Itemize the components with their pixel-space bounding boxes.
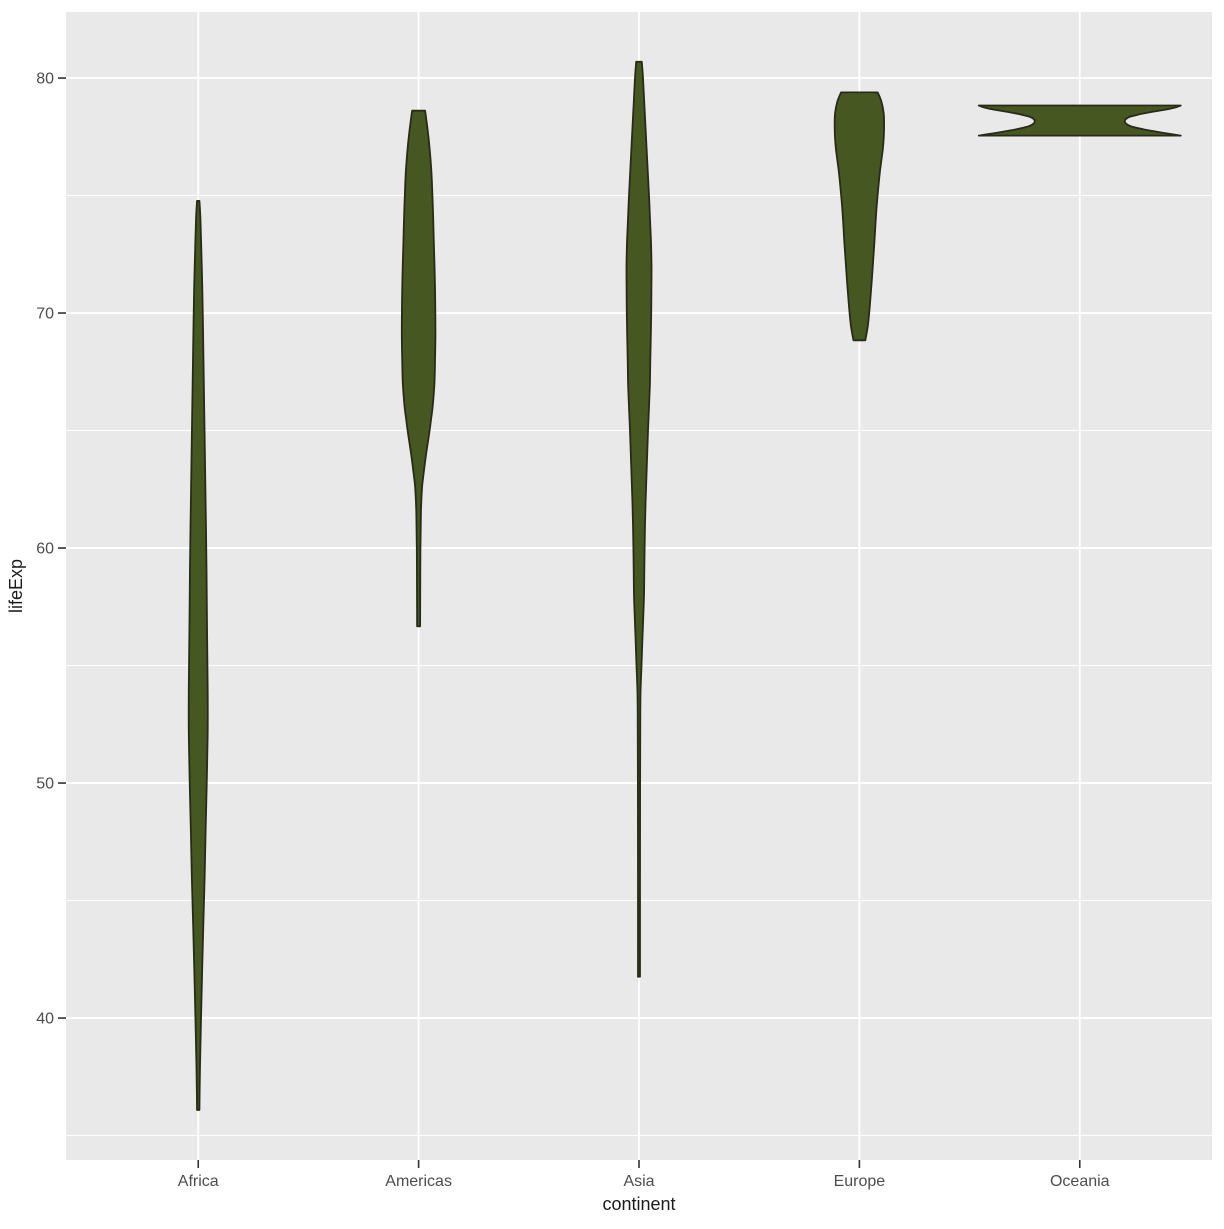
y-tick-label: 40: [36, 1011, 54, 1028]
violins: [187, 60, 1182, 1111]
y-tick-label: 70: [36, 306, 54, 323]
violin-africa: [187, 200, 209, 1111]
x-tick-label-europe: Europe: [834, 1173, 886, 1190]
y-tick-label: 60: [36, 541, 54, 558]
x-tick-label-oceania: Oceania: [1050, 1173, 1110, 1190]
axis-tick-labels: 40 50 60 70 80 Africa Americas Asia Europe Oceani…: [36, 71, 1109, 1190]
y-tick-label: 50: [36, 776, 54, 793]
y-tick-label: 80: [36, 71, 54, 88]
violin-americas: [400, 109, 437, 628]
violin-asia: [625, 60, 653, 978]
violin-europe: [833, 91, 885, 342]
axis-ticks: [58, 77, 1081, 1168]
violin-oceania: [977, 104, 1182, 137]
x-tick-label-africa: Africa: [178, 1173, 219, 1190]
y-axis-title: lifeExp: [6, 559, 26, 613]
x-tick-label-americas: Americas: [385, 1173, 452, 1190]
x-axis-title: continent: [602, 1194, 675, 1214]
x-tick-label-asia: Asia: [623, 1173, 654, 1190]
